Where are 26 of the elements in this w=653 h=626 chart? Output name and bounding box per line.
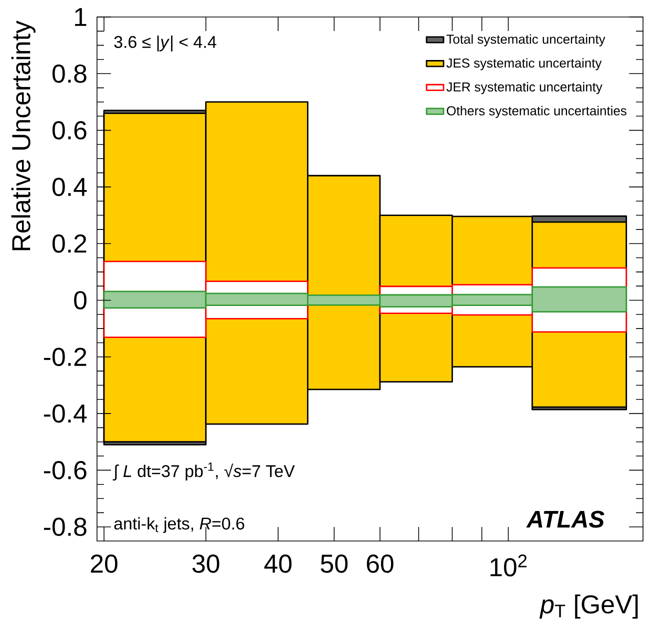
- annotation: 3.6 ≤ |y| < 4.4: [114, 36, 216, 52]
- x-tick-label: 50: [320, 554, 348, 573]
- y-tick-label: 0.4: [52, 178, 87, 196]
- y-tick-label: 0.8: [52, 64, 86, 83]
- x-axis-title: p$_{T}$ [GeV]: [539, 594, 638, 619]
- legend-label: Others systematic uncertainties: [446, 106, 626, 118]
- annotation: ∫ L dt=37 pb$^{-1}$, √s=7 TeV: [112, 462, 295, 481]
- x-tick-label: 60: [366, 554, 394, 573]
- x-tick-label: 30: [192, 554, 220, 573]
- legend-label: JES systematic uncertainty: [446, 58, 602, 70]
- x-tick-label: 40: [264, 554, 292, 573]
- legend-label: JER systematic uncertainty: [446, 82, 602, 94]
- y-tick-label: 0.6: [52, 121, 86, 140]
- y-tick-label: 1: [75, 8, 86, 26]
- x-tick-label: 20: [90, 554, 118, 573]
- y-tick-label: 0: [74, 291, 86, 310]
- y-tick-label: -0.4: [44, 404, 87, 423]
- x-tick-label: 10$^{2}$: [490, 554, 527, 576]
- y-tick-label: -0.2: [44, 348, 86, 366]
- legend-label: Total systematic uncertainty: [446, 34, 606, 46]
- annotation: anti-k$_{t}$ jets, R=0.6: [114, 517, 244, 533]
- annotation: ATLAS: [526, 510, 604, 528]
- y-tick-label: -0.6: [44, 461, 86, 480]
- y-tick-label: -0.8: [44, 518, 86, 536]
- y-tick-label: 0.2: [52, 234, 86, 253]
- y-axis-title: Relative Uncertainty: [11, 20, 36, 250]
